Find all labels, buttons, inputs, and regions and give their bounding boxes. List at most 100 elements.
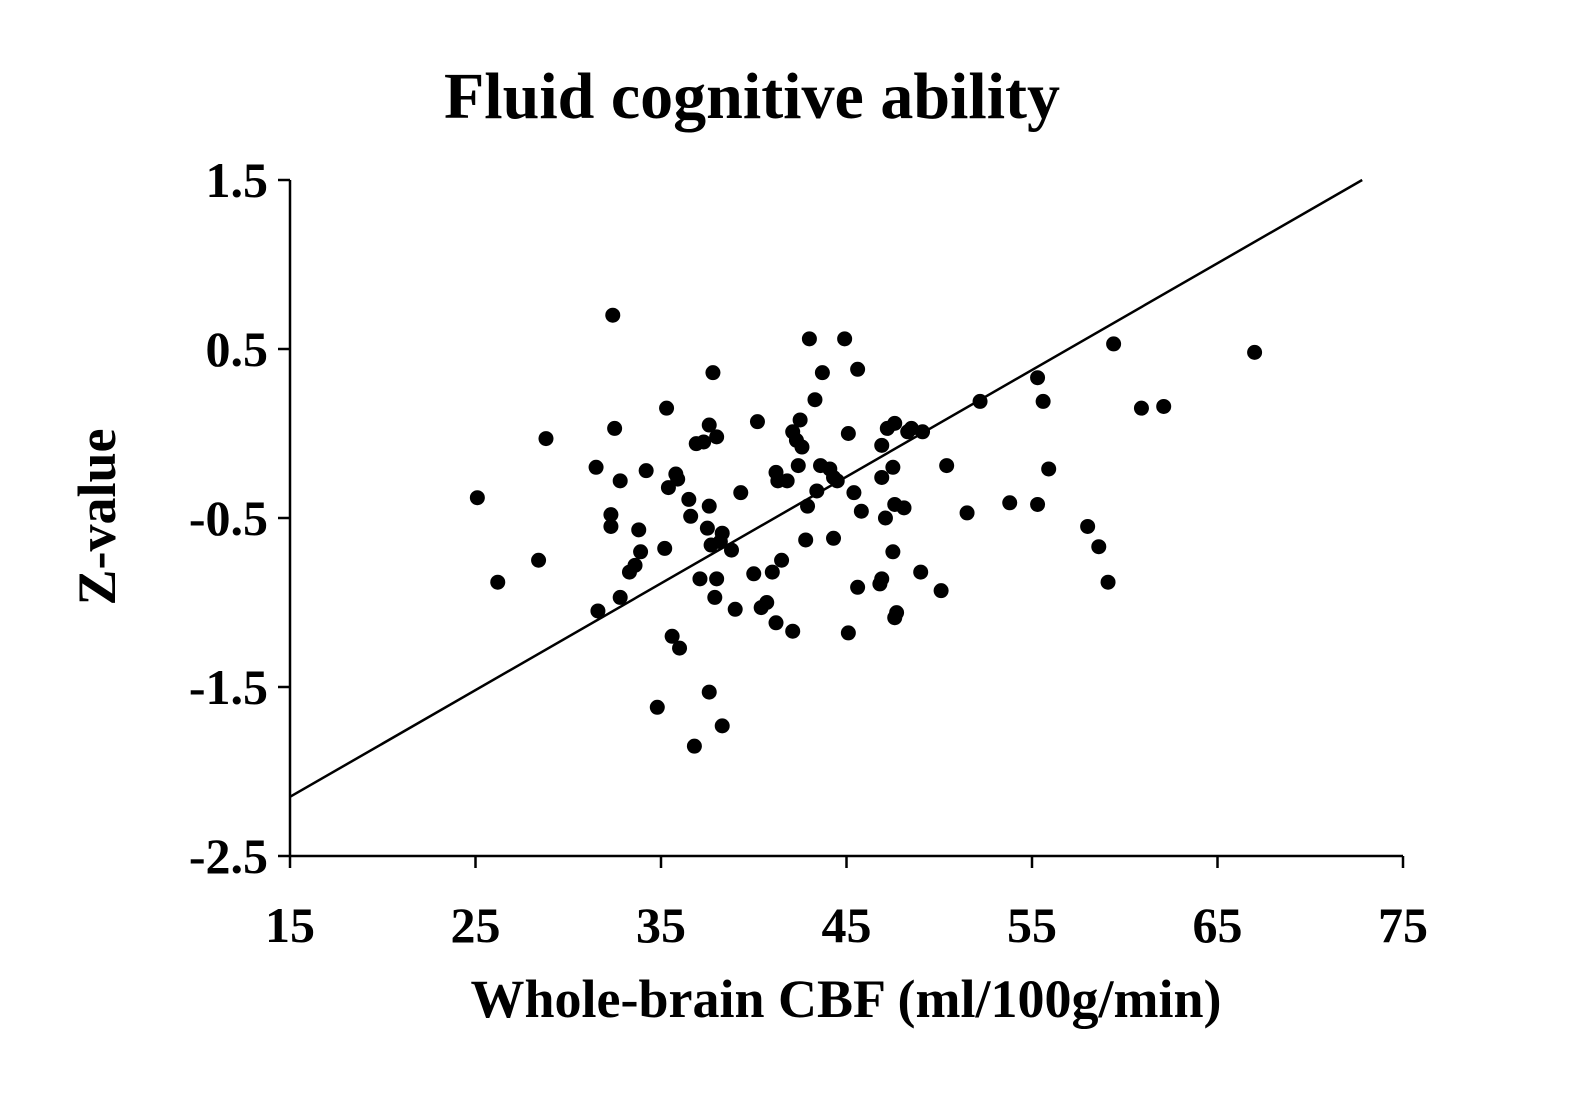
data-point <box>1091 539 1107 555</box>
data-point <box>877 510 893 526</box>
data-point <box>746 566 762 582</box>
data-point <box>794 439 810 455</box>
x-axis-label: Whole-brain CBF (ml/100g/min) <box>471 969 1222 1029</box>
data-point <box>792 412 808 428</box>
data-point <box>670 471 686 487</box>
y-tick-label: 0.5 <box>206 321 269 377</box>
data-point <box>768 615 784 631</box>
chart-title: Fluid cognitive ability <box>444 60 1060 133</box>
data-point <box>633 544 649 560</box>
data-point <box>826 530 842 546</box>
data-point <box>887 415 903 431</box>
data-point <box>469 490 485 506</box>
data-point <box>801 331 817 347</box>
data-point <box>1156 398 1172 414</box>
x-tick-label: 75 <box>1378 897 1428 953</box>
x-axis-ticks: 15 25 35 45 55 65 75 <box>265 856 1428 953</box>
data-point <box>1030 370 1046 386</box>
data-point <box>733 485 749 501</box>
data-point <box>727 601 743 617</box>
data-point <box>1080 518 1096 534</box>
data-point <box>774 552 790 568</box>
data-point <box>800 498 816 514</box>
data-point <box>790 458 806 474</box>
data-point <box>1106 336 1122 352</box>
x-tick-label: 45 <box>822 897 872 953</box>
data-point <box>538 431 554 447</box>
y-tick-label: -0.5 <box>189 490 268 546</box>
data-point <box>874 571 890 587</box>
data-point <box>681 491 697 507</box>
data-point <box>659 400 675 416</box>
data-point <box>686 738 702 754</box>
data-point <box>837 331 853 347</box>
data-point <box>764 564 780 580</box>
data-point <box>939 458 955 474</box>
data-point <box>853 503 869 519</box>
y-axis-ticks: 1.5 0.5 -0.5 -1.5 -2.5 <box>189 152 290 884</box>
data-point <box>627 557 643 573</box>
data-point <box>850 361 866 377</box>
data-point <box>759 595 775 610</box>
data-point <box>846 485 862 501</box>
data-point <box>603 518 619 534</box>
data-point <box>603 507 619 523</box>
data-point <box>1035 393 1051 409</box>
data-point <box>531 552 547 568</box>
data-point <box>605 307 621 323</box>
data-point <box>612 473 628 489</box>
data-point <box>785 623 801 639</box>
axes <box>288 180 1403 858</box>
data-point <box>829 473 845 489</box>
data-points <box>469 307 1263 754</box>
data-point <box>612 589 628 605</box>
data-point <box>915 424 931 440</box>
data-point <box>638 463 654 479</box>
data-point <box>649 699 665 715</box>
data-point <box>714 718 730 734</box>
data-point <box>972 393 988 409</box>
data-point <box>1030 496 1046 512</box>
data-point <box>701 498 717 514</box>
data-point <box>657 540 673 556</box>
data-point <box>701 417 717 433</box>
data-point <box>814 365 830 381</box>
data-point <box>723 542 739 558</box>
data-point <box>631 522 647 538</box>
data-point <box>701 684 717 700</box>
x-tick-label: 35 <box>636 897 686 953</box>
x-tick-label: 15 <box>265 897 315 953</box>
x-tick-label: 55 <box>1007 897 1057 953</box>
y-axis-label: Z-value <box>67 428 127 605</box>
x-tick-label: 65 <box>1193 897 1243 953</box>
y-tick-label: -1.5 <box>189 659 268 715</box>
y-tick-label: 1.5 <box>206 152 269 208</box>
data-point <box>807 392 823 408</box>
data-point <box>1133 400 1149 416</box>
data-point <box>699 520 715 536</box>
data-point <box>672 640 688 656</box>
data-point <box>707 589 723 605</box>
data-point <box>1247 344 1263 360</box>
data-point <box>1100 574 1116 590</box>
data-point <box>840 625 856 641</box>
data-point <box>1041 461 1057 477</box>
data-point <box>588 459 604 475</box>
data-point <box>874 437 890 453</box>
y-tick-label: -2.5 <box>189 828 268 884</box>
data-point <box>709 429 725 445</box>
data-point <box>809 483 825 499</box>
data-point <box>913 564 929 580</box>
data-point <box>840 426 856 441</box>
data-point <box>885 544 901 560</box>
data-point <box>933 583 949 599</box>
data-point <box>889 605 905 621</box>
data-point <box>696 434 712 450</box>
data-point <box>490 574 506 590</box>
data-point <box>749 414 765 430</box>
data-point <box>705 365 721 381</box>
data-point <box>959 505 975 521</box>
data-point <box>896 500 912 516</box>
data-point <box>850 579 866 595</box>
